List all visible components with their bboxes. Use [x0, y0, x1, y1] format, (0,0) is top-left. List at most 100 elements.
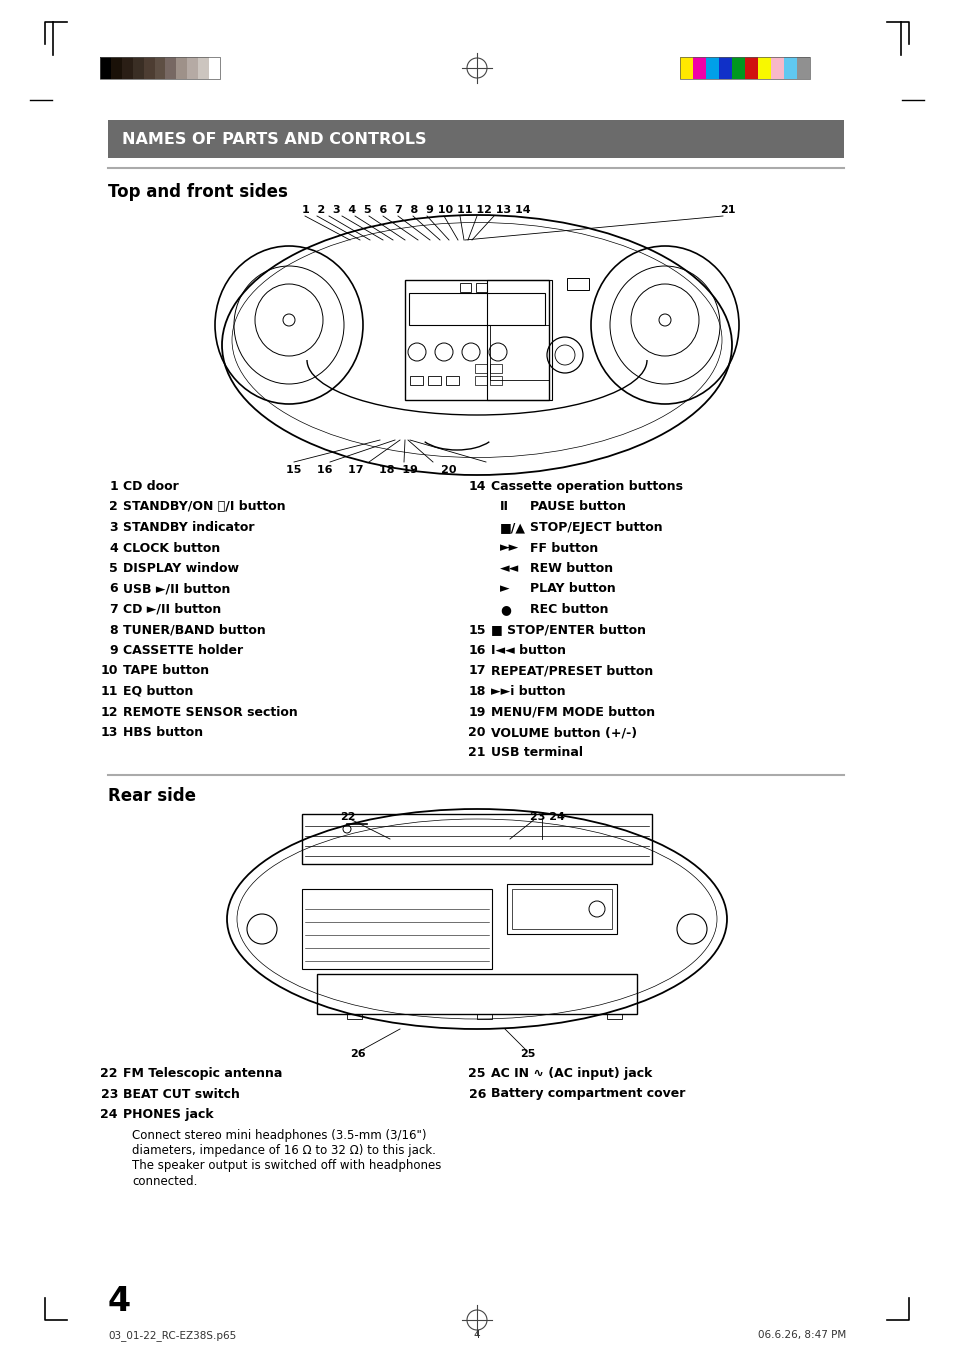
Bar	[347, 1015, 361, 1019]
Text: 26: 26	[468, 1088, 485, 1101]
Text: 11: 11	[100, 685, 118, 698]
Bar	[606, 1015, 621, 1019]
Bar	[490, 326, 548, 380]
Text: ◄◄: ◄◄	[499, 562, 518, 576]
Bar	[446, 376, 458, 385]
Bar	[132, 57, 144, 78]
Text: 1: 1	[110, 480, 118, 493]
Bar	[476, 1015, 492, 1019]
Text: 4: 4	[108, 1285, 131, 1319]
Text: TUNER/BAND button: TUNER/BAND button	[123, 624, 266, 636]
Text: ►: ►	[499, 582, 509, 596]
Text: MENU/FM MODE button: MENU/FM MODE button	[491, 705, 655, 719]
Text: REPEAT/PRESET button: REPEAT/PRESET button	[491, 665, 653, 677]
Text: ■/▲: ■/▲	[499, 521, 525, 534]
Text: 22: 22	[339, 812, 355, 821]
Text: 13: 13	[100, 725, 118, 739]
Text: 8: 8	[110, 624, 118, 636]
Bar	[692, 57, 705, 78]
Text: EQ button: EQ button	[123, 685, 193, 698]
Text: PAUSE button: PAUSE button	[530, 500, 625, 513]
Bar	[475, 376, 486, 385]
Text: 9: 9	[110, 644, 118, 657]
Text: 26: 26	[350, 1048, 365, 1059]
Text: connected.: connected.	[132, 1175, 197, 1188]
Text: Battery compartment cover: Battery compartment cover	[491, 1088, 684, 1101]
Text: 5: 5	[110, 562, 118, 576]
Text: Rear side: Rear side	[108, 788, 195, 805]
Bar	[758, 57, 770, 78]
Text: II: II	[499, 500, 509, 513]
Bar	[566, 278, 588, 290]
Text: ►►i button: ►►i button	[491, 685, 565, 698]
Text: HBS button: HBS button	[123, 725, 203, 739]
Bar	[111, 57, 122, 78]
Text: REW button: REW button	[530, 562, 613, 576]
Bar	[486, 280, 552, 400]
Bar	[506, 884, 617, 934]
Bar	[122, 57, 132, 78]
Bar	[302, 889, 492, 969]
Text: 2: 2	[110, 500, 118, 513]
Text: 4: 4	[474, 1329, 479, 1340]
Text: 21: 21	[468, 747, 485, 759]
Text: Cassette operation buttons: Cassette operation buttons	[491, 480, 682, 493]
Bar	[719, 57, 731, 78]
Text: AC IN ∿ (AC input) jack: AC IN ∿ (AC input) jack	[491, 1067, 652, 1079]
Text: USB terminal: USB terminal	[491, 747, 582, 759]
Bar	[100, 57, 220, 78]
Text: DISPLAY window: DISPLAY window	[123, 562, 239, 576]
Text: 06.6.26, 8:47 PM: 06.6.26, 8:47 PM	[757, 1329, 845, 1340]
Bar	[108, 120, 843, 158]
Text: 23 24: 23 24	[530, 812, 564, 821]
Text: 16: 16	[468, 644, 485, 657]
Bar	[302, 815, 651, 865]
Text: 10: 10	[100, 665, 118, 677]
Text: 14: 14	[468, 480, 485, 493]
Text: diameters, impedance of 16 Ω to 32 Ω) to this jack.: diameters, impedance of 16 Ω to 32 Ω) to…	[132, 1144, 436, 1156]
Text: Connect stereo mini headphones (3.5-mm (3/16"): Connect stereo mini headphones (3.5-mm (…	[132, 1128, 426, 1142]
Text: 20: 20	[468, 725, 485, 739]
Text: ●: ●	[499, 603, 511, 616]
Text: 03_01-22_RC-EZ38S.p65: 03_01-22_RC-EZ38S.p65	[108, 1329, 236, 1342]
Bar	[459, 282, 471, 292]
Text: I◄◄ button: I◄◄ button	[491, 644, 565, 657]
Bar	[410, 376, 422, 385]
Text: 25: 25	[519, 1048, 535, 1059]
Text: STOP/EJECT button: STOP/EJECT button	[530, 521, 662, 534]
Text: 24: 24	[100, 1108, 118, 1121]
Bar	[476, 282, 486, 292]
Text: 25: 25	[468, 1067, 485, 1079]
Bar	[198, 57, 209, 78]
Bar	[705, 57, 719, 78]
Text: CD ►/II button: CD ►/II button	[123, 603, 221, 616]
Text: PHONES jack: PHONES jack	[123, 1108, 213, 1121]
Text: REMOTE SENSOR section: REMOTE SENSOR section	[123, 705, 297, 719]
Text: 7: 7	[110, 603, 118, 616]
Text: FM Telescopic antenna: FM Telescopic antenna	[123, 1067, 282, 1079]
Text: ■ STOP/ENTER button: ■ STOP/ENTER button	[491, 624, 645, 636]
Bar	[744, 57, 758, 78]
Bar	[405, 280, 548, 400]
Text: TAPE button: TAPE button	[123, 665, 209, 677]
Text: ►►: ►►	[499, 542, 518, 554]
Text: VOLUME button (+/-): VOLUME button (+/-)	[491, 725, 637, 739]
Bar	[100, 57, 111, 78]
Text: 15    16    17    18  19      20: 15 16 17 18 19 20	[286, 465, 456, 476]
Text: STANDBY/ON ⏻/I button: STANDBY/ON ⏻/I button	[123, 500, 285, 513]
Bar	[512, 889, 612, 929]
Bar	[770, 57, 783, 78]
Bar	[176, 57, 187, 78]
Text: 22: 22	[100, 1067, 118, 1079]
Bar	[679, 57, 809, 78]
Bar	[144, 57, 154, 78]
Bar	[409, 293, 544, 326]
Text: 23: 23	[100, 1088, 118, 1101]
Text: 21: 21	[720, 205, 735, 215]
Text: 15: 15	[468, 624, 485, 636]
Bar	[316, 974, 637, 1015]
Text: 18: 18	[468, 685, 485, 698]
Bar	[731, 57, 744, 78]
Bar	[796, 57, 809, 78]
Text: Top and front sides: Top and front sides	[108, 182, 288, 201]
